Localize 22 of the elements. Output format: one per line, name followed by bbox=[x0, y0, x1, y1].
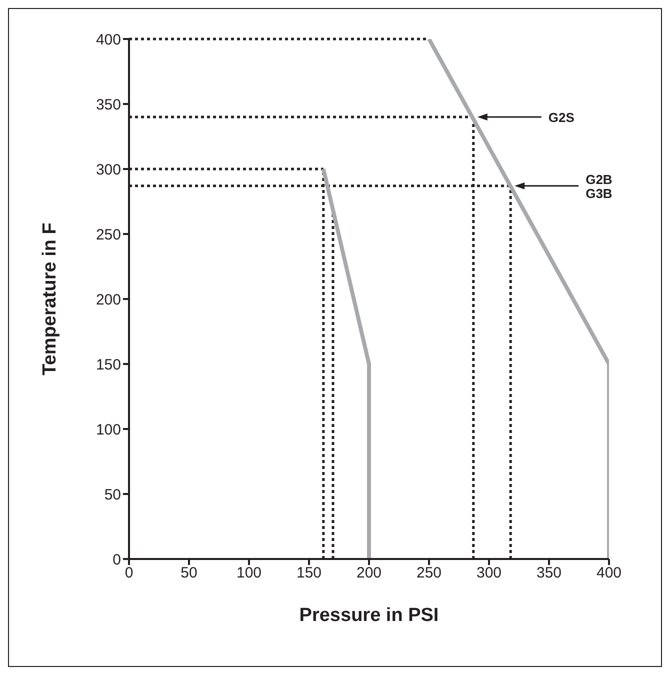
x-axis-title: Pressure in PSI bbox=[299, 605, 439, 626]
x-tick-label: 400 bbox=[596, 564, 622, 582]
y-tick-label: 150 bbox=[96, 356, 121, 374]
y-tick-label: 400 bbox=[96, 31, 121, 48]
y-tick-label: 100 bbox=[96, 421, 121, 438]
x-tick-label: 100 bbox=[236, 564, 262, 582]
annotation: G2S bbox=[548, 110, 575, 125]
x-tick-label: 350 bbox=[536, 564, 562, 582]
y-tick-label: 0 bbox=[112, 551, 121, 568]
y-tick-label: 200 bbox=[96, 291, 121, 308]
y-tick-label: 50 bbox=[104, 486, 121, 504]
x-tick-label: 300 bbox=[476, 564, 502, 582]
y-tick-label: 250 bbox=[96, 226, 121, 244]
y-tick-label: 300 bbox=[96, 161, 121, 178]
y-axis-title: Temperature in F bbox=[40, 222, 61, 376]
x-tick-label: 250 bbox=[416, 564, 442, 582]
x-tick-label: 0 bbox=[124, 564, 134, 582]
x-tick-label: 50 bbox=[180, 564, 198, 582]
x-tick-label: 150 bbox=[296, 564, 322, 582]
x-tick-label: 200 bbox=[356, 564, 382, 582]
y-tick-label: 350 bbox=[96, 96, 121, 114]
annotation: G2B G3B bbox=[586, 172, 612, 201]
